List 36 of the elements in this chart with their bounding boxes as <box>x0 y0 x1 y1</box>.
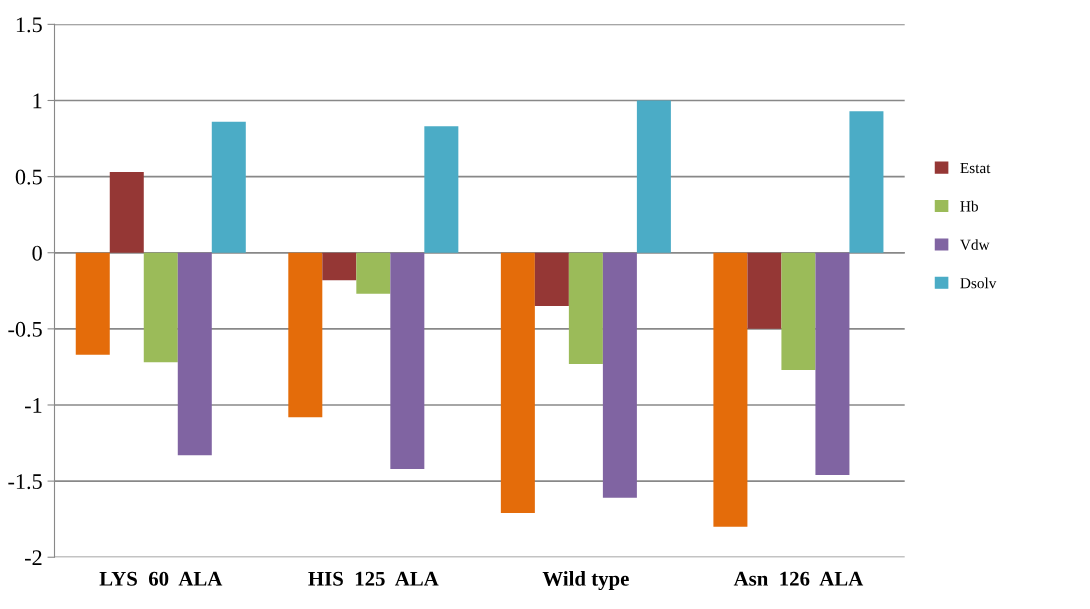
bar <box>288 252 323 418</box>
x-tick-label: HIS 125 ALA <box>308 571 439 586</box>
y-tick-label: -1 <box>25 398 42 413</box>
legend-label: Vdw <box>960 239 990 250</box>
bar <box>781 252 816 370</box>
bar <box>322 252 357 281</box>
x-tick-label: Asn 126 ALA <box>733 571 864 586</box>
y-tick-label: 1.5 <box>16 17 42 33</box>
y-tick-label: 0 <box>32 245 42 261</box>
bar <box>500 252 535 514</box>
y-tick-label: 1 <box>33 93 42 109</box>
bar <box>534 252 569 307</box>
bar <box>211 121 246 253</box>
bar <box>356 252 391 294</box>
y-tick-label: 0.5 <box>15 169 42 185</box>
bar <box>849 111 884 253</box>
bar <box>815 252 850 476</box>
legend-label: Hb <box>960 200 978 212</box>
bar <box>636 100 671 253</box>
x-tick-label: Wild type <box>542 571 629 591</box>
y-tick-label: -0.5 <box>8 321 42 337</box>
bar <box>602 252 637 498</box>
y-tick-label: -1.5 <box>8 474 42 490</box>
bar <box>177 252 212 456</box>
legend-label: Dsolv <box>960 277 997 289</box>
bar <box>390 252 425 469</box>
y-tick-label: -2 <box>25 550 42 565</box>
legend-label: Estat <box>960 162 991 174</box>
bar <box>75 252 110 355</box>
bar <box>713 252 748 527</box>
bar <box>143 252 178 363</box>
bar <box>568 252 603 364</box>
bar <box>109 172 144 253</box>
x-tick-label: LYS 60 ALA <box>99 571 223 586</box>
bar <box>747 252 782 329</box>
bar <box>424 126 459 253</box>
